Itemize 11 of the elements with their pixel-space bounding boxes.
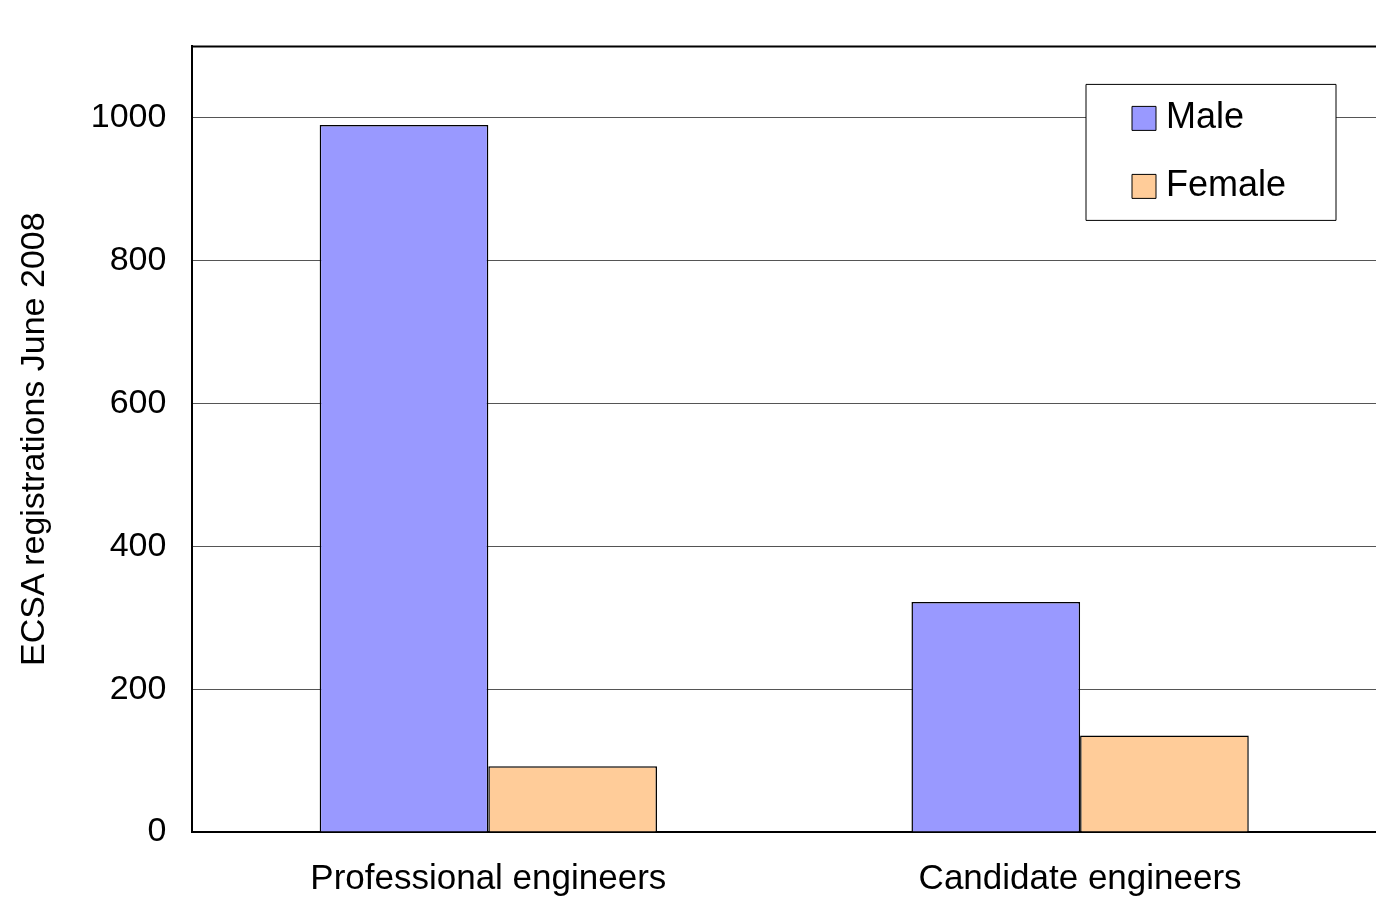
y-tick-label: 1000: [90, 96, 167, 135]
legend-label: Female: [1166, 163, 1287, 205]
y-tick-label: 200: [109, 667, 167, 706]
y-tick-label: 800: [109, 239, 167, 278]
y-axis-title: ECSA registrations June 2008: [12, 212, 51, 666]
y-tick-label: 600: [109, 381, 167, 420]
legend-label: Male: [1166, 95, 1245, 137]
x-tick-label: Candidate engineers: [918, 856, 1242, 896]
x-tick-label: Professional engineers: [310, 856, 667, 896]
y-tick-label: 0: [147, 810, 167, 849]
y-tick-label: 400: [109, 524, 167, 563]
